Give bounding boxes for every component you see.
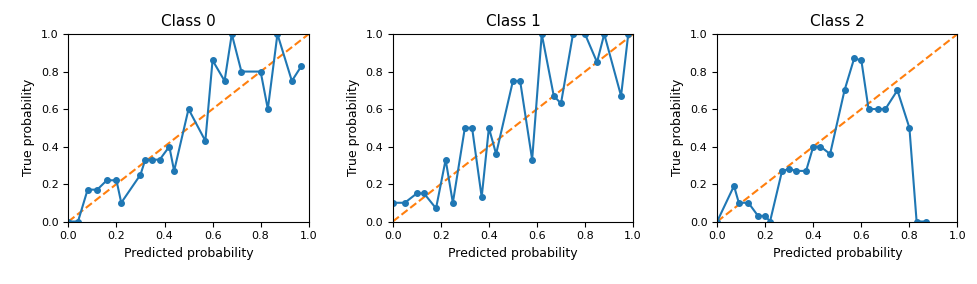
X-axis label: Predicted probability: Predicted probability: [773, 247, 902, 260]
Y-axis label: True probability: True probability: [671, 79, 684, 176]
Y-axis label: True probability: True probability: [347, 79, 360, 176]
Title: Class 0: Class 0: [161, 14, 216, 29]
X-axis label: Predicted probability: Predicted probability: [448, 247, 577, 260]
Y-axis label: True probability: True probability: [22, 79, 35, 176]
Title: Class 2: Class 2: [810, 14, 865, 29]
X-axis label: Predicted probability: Predicted probability: [124, 247, 253, 260]
Title: Class 1: Class 1: [486, 14, 540, 29]
